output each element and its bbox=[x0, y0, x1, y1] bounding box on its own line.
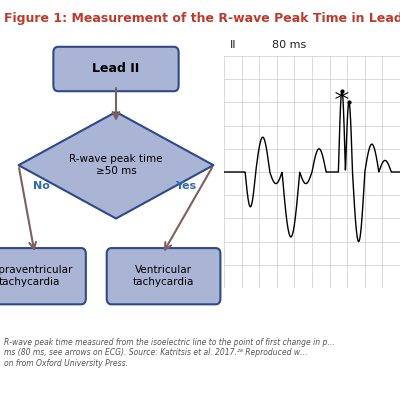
Text: Ventricular
tachycardia: Ventricular tachycardia bbox=[133, 266, 194, 287]
FancyBboxPatch shape bbox=[53, 47, 179, 91]
Text: Lead II: Lead II bbox=[92, 62, 140, 76]
Text: Figure 1: Measurement of the R-wave Peak Time in Lead II: Figure 1: Measurement of the R-wave Peak… bbox=[4, 12, 400, 25]
Text: 80 ms: 80 ms bbox=[272, 40, 306, 50]
FancyBboxPatch shape bbox=[107, 248, 220, 304]
Text: R-wave peak time measured from the isoelectric line to the point of first change: R-wave peak time measured from the isoel… bbox=[4, 338, 335, 368]
Text: Supraventricular
tachycardia: Supraventricular tachycardia bbox=[0, 266, 73, 287]
Text: No: No bbox=[33, 181, 50, 191]
Polygon shape bbox=[18, 112, 214, 218]
Text: Yes: Yes bbox=[175, 181, 196, 191]
Text: R-wave peak time
≥50 ms: R-wave peak time ≥50 ms bbox=[69, 154, 163, 176]
Text: II: II bbox=[230, 40, 236, 50]
FancyBboxPatch shape bbox=[0, 248, 86, 304]
